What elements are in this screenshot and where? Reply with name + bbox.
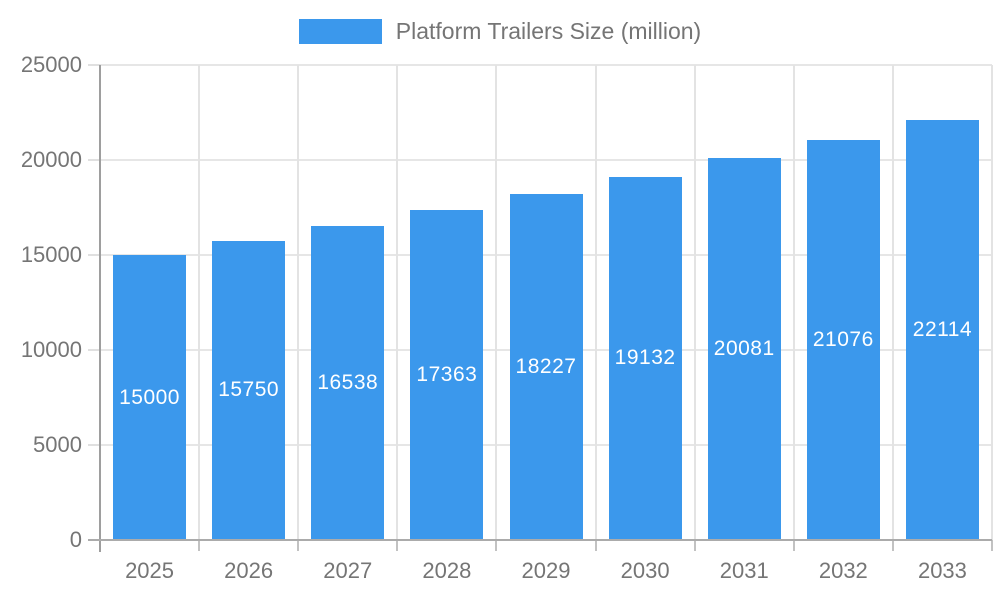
y-axis-line: [99, 65, 101, 552]
bar-value-label: 15000: [119, 385, 180, 409]
v-gridline: [991, 65, 993, 540]
bar-value-label: 15750: [218, 378, 280, 402]
x-axis-tick: [891, 540, 894, 551]
h-gridline: [100, 64, 992, 66]
bar: 16538: [311, 225, 385, 540]
bar: 21076: [806, 139, 880, 540]
y-axis-tick: [88, 159, 100, 161]
y-axis-tick: [88, 349, 100, 351]
y-axis-label: 25000: [20, 52, 82, 77]
y-axis-tick: [88, 444, 100, 446]
v-gridline: [396, 65, 399, 540]
bar: 19132: [608, 176, 682, 540]
x-axis-tick: [792, 540, 795, 551]
y-axis-label: 0: [69, 527, 82, 552]
x-axis-label: 2029: [521, 558, 571, 583]
x-axis-label: 2030: [620, 558, 670, 583]
y-axis-tick: [88, 64, 100, 66]
y-axis-label: 20000: [20, 147, 82, 172]
v-gridline: [891, 65, 894, 540]
v-gridline: [495, 65, 498, 540]
x-axis-label: 2033: [917, 558, 967, 583]
v-gridline: [594, 65, 597, 540]
x-axis-label: 2031: [719, 558, 769, 583]
bar: 15000: [113, 255, 187, 540]
x-axis-label: 2025: [125, 558, 175, 583]
x-axis-label: 2032: [818, 558, 868, 583]
legend-label: Platform Trailers Size (million): [395, 18, 702, 44]
x-axis-tick: [594, 540, 597, 551]
bar: 18227: [509, 193, 583, 540]
x-axis-line: [88, 539, 992, 541]
x-axis-tick: [991, 540, 993, 551]
chart-legend: Platform Trailers Size (million): [0, 18, 1000, 45]
v-gridline: [198, 65, 201, 540]
bar-value-label: 20081: [713, 337, 775, 361]
bar-value-label: 18227: [515, 354, 577, 378]
bar: 22114: [905, 119, 979, 540]
x-axis-tick: [693, 540, 696, 551]
bar-value-label: 17363: [416, 363, 478, 387]
x-axis-tick: [495, 540, 498, 551]
v-gridline: [693, 65, 696, 540]
y-axis-label: 5000: [33, 432, 82, 457]
y-axis-label: 15000: [20, 242, 82, 267]
x-axis-label: 2027: [323, 558, 373, 583]
plot-area: 15000 15750 16538 17363 18227 19132 20081 21076…: [88, 64, 993, 552]
x-axis-label: 2028: [422, 558, 472, 583]
bar-value-label: 21076: [812, 327, 874, 351]
y-axis-label: 10000: [20, 337, 82, 362]
bar-value-label: 19132: [614, 346, 676, 370]
bar-value-label: 16538: [317, 370, 379, 394]
v-gridline: [792, 65, 795, 540]
v-gridline: [297, 65, 300, 540]
x-axis-tick: [198, 540, 201, 551]
legend-swatch-icon: [298, 19, 382, 44]
bar-value-label: 22114: [912, 317, 973, 341]
bar: 15750: [212, 240, 286, 540]
y-axis-tick: [88, 254, 100, 256]
x-axis-label: 2026: [224, 558, 274, 583]
h-gridline: [100, 159, 992, 161]
x-axis-tick: [396, 540, 399, 551]
bar: 20081: [707, 158, 781, 540]
bar: 17363: [410, 210, 484, 540]
x-axis-tick: [297, 540, 300, 551]
